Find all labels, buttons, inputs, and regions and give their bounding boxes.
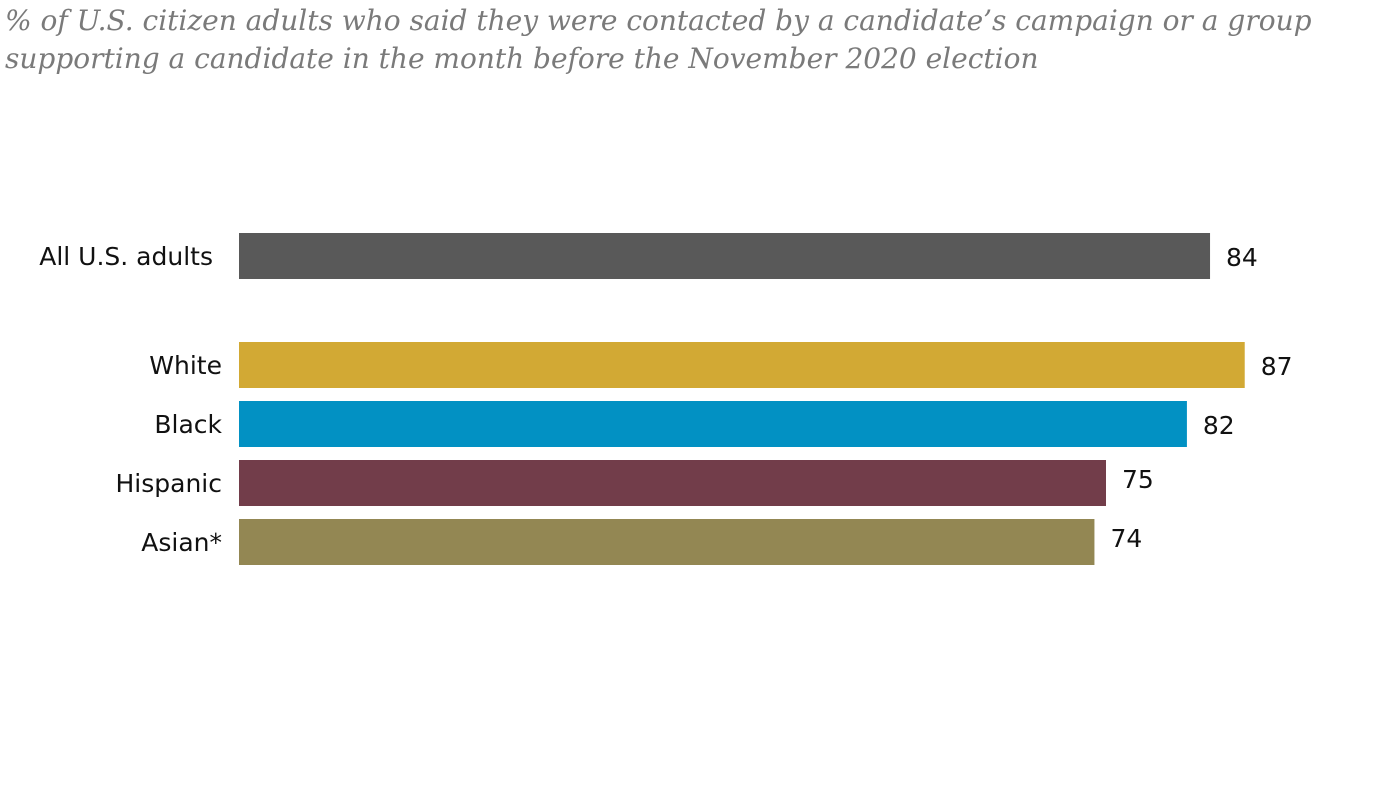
category-label: White — [149, 351, 222, 380]
value-label: 84 — [1226, 243, 1258, 272]
value-label: 82 — [1203, 411, 1235, 440]
category-label: All U.S. adults — [39, 242, 213, 271]
bar-white — [239, 342, 1245, 388]
bar-hispanic — [239, 460, 1106, 506]
value-label: 87 — [1261, 352, 1293, 381]
bar-all-u-s-adults — [239, 233, 1211, 279]
bars-group: All U.S. adults 84 White 87 Black 82 Hispanic 7… — [39, 233, 1293, 565]
chart-subtitle: % of U.S. citizen adults who said they w… — [5, 4, 1312, 75]
bar-asian — [239, 519, 1095, 565]
category-label: Black — [154, 410, 222, 439]
category-label: Asian* — [141, 528, 222, 557]
bar-black — [239, 401, 1187, 447]
value-label: 74 — [1110, 524, 1142, 553]
value-label: 75 — [1122, 465, 1154, 494]
category-label: Hispanic — [116, 469, 223, 498]
